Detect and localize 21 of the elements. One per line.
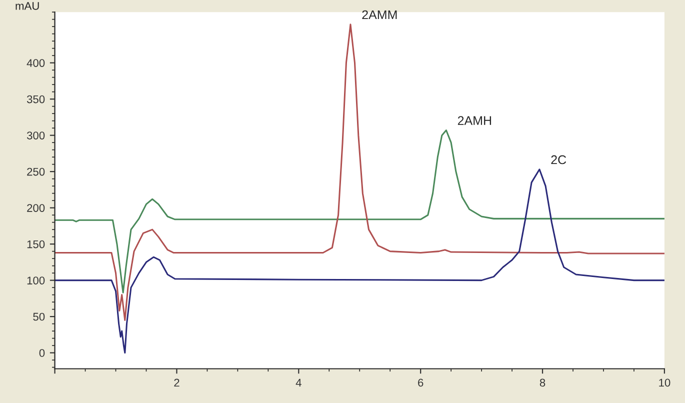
annotation: 2C (551, 155, 566, 164)
line-series (54, 168, 664, 354)
y-tick-label: 150 (27, 240, 45, 248)
annotation: 2AMH (458, 116, 492, 125)
line-series (54, 24, 664, 321)
y-tick-label: 0 (39, 349, 45, 357)
y-tick-label: 50 (33, 312, 45, 321)
y-axis-title: mAU (16, 2, 39, 10)
x-tick-label: 8 (540, 378, 546, 387)
x-tick-label: 2 (174, 378, 180, 387)
y-tick-label: 200 (27, 204, 45, 212)
line-series (54, 129, 664, 294)
y-tick-label: 100 (27, 276, 45, 284)
y-tick-label: 250 (27, 168, 45, 176)
annotation: 2AMM (362, 10, 397, 20)
x-tick-label: 6 (418, 378, 424, 387)
y-tick-label: 300 (26, 132, 45, 140)
x-tick-label: 4 (296, 378, 302, 387)
y-tick-label: 350 (26, 95, 45, 104)
y-tick-label: 400 (26, 59, 45, 67)
x-tick-label: 10 (659, 378, 670, 387)
